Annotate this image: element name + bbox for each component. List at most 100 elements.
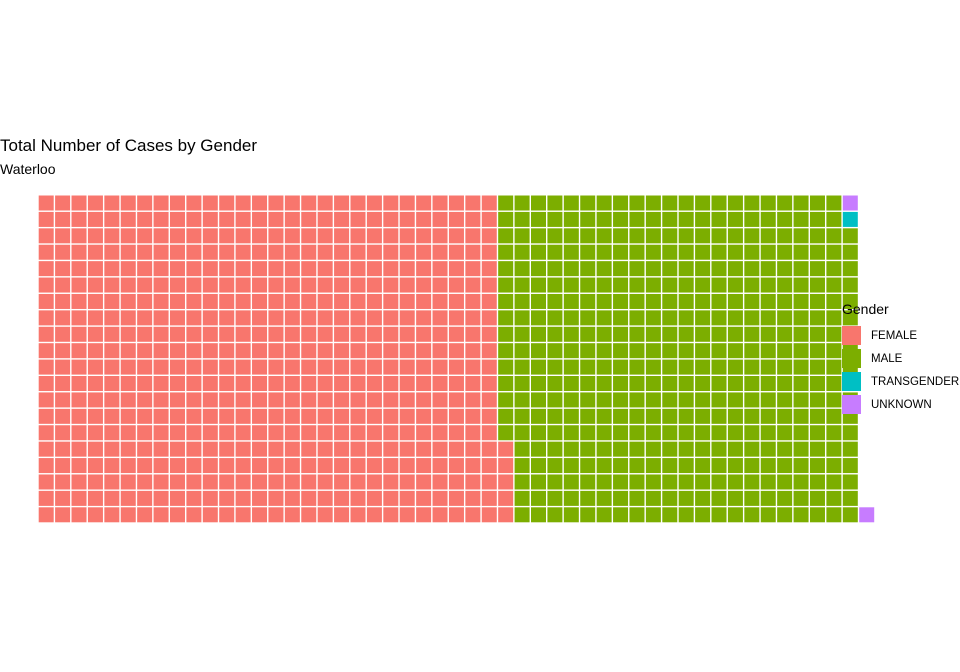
waffle-cell-male xyxy=(744,507,760,523)
waffle-cell-female xyxy=(399,228,415,244)
waffle-cell-female xyxy=(334,195,350,211)
waffle-cell-female xyxy=(252,507,268,523)
waffle-cell-male xyxy=(613,293,629,309)
waffle-cell-female xyxy=(55,293,71,309)
waffle-cell-female xyxy=(219,310,235,326)
waffle-cell-male xyxy=(514,277,530,293)
waffle-cell-male xyxy=(777,261,793,277)
chart-title: Total Number of Cases by Gender xyxy=(0,136,258,155)
waffle-cell-male xyxy=(498,244,514,260)
waffle-cell-female xyxy=(219,392,235,408)
waffle-cell-female xyxy=(202,408,218,424)
waffle-cell-female xyxy=(448,211,464,227)
waffle-cell-male xyxy=(514,425,530,441)
waffle-cell-female xyxy=(38,490,54,506)
waffle-cell-female xyxy=(350,507,366,523)
waffle-cell-female xyxy=(153,326,169,342)
legend-title: Gender xyxy=(842,301,889,317)
waffle-cell-male xyxy=(711,244,727,260)
waffle-cell-female xyxy=(416,408,432,424)
waffle-cell-female xyxy=(169,441,185,457)
waffle-cell-male xyxy=(842,277,858,293)
waffle-cell-female xyxy=(481,277,497,293)
waffle-cell-female xyxy=(219,195,235,211)
waffle-cell-female xyxy=(55,277,71,293)
waffle-cell-female xyxy=(317,195,333,211)
waffle-cell-male xyxy=(629,507,645,523)
waffle-cell-female xyxy=(366,293,382,309)
waffle-cell-male xyxy=(531,244,547,260)
waffle-cell-male xyxy=(613,392,629,408)
waffle-cell-male xyxy=(662,507,678,523)
waffle-cell-male xyxy=(645,326,661,342)
waffle-cell-female xyxy=(334,441,350,457)
waffle-cell-female xyxy=(38,211,54,227)
waffle-cell-female xyxy=(284,326,300,342)
legend-item-unknown: UNKNOWN xyxy=(842,393,959,416)
waffle-cell-female xyxy=(186,261,202,277)
waffle-cell-female xyxy=(55,441,71,457)
waffle-cell-female xyxy=(399,293,415,309)
waffle-cell-male xyxy=(809,408,825,424)
waffle-cell-male xyxy=(695,458,711,474)
waffle-cell-male xyxy=(809,277,825,293)
waffle-cell-female xyxy=(383,293,399,309)
waffle-cell-female xyxy=(38,392,54,408)
waffle-cell-female xyxy=(268,425,284,441)
waffle-cell-male xyxy=(531,261,547,277)
waffle-cell-female xyxy=(104,293,120,309)
waffle-cell-male xyxy=(744,425,760,441)
waffle-cell-male xyxy=(498,408,514,424)
waffle-cell-unknown xyxy=(859,507,875,523)
waffle-cell-female xyxy=(465,277,481,293)
waffle-cell-female xyxy=(350,474,366,490)
waffle-cell-male xyxy=(514,490,530,506)
waffle-cell-male xyxy=(793,490,809,506)
waffle-cell-female xyxy=(481,490,497,506)
waffle-cell-male xyxy=(629,441,645,457)
waffle-cell-female xyxy=(284,293,300,309)
waffle-cell-male xyxy=(563,474,579,490)
waffle-cell-male xyxy=(711,359,727,375)
waffle-cell-male xyxy=(629,261,645,277)
waffle-cell-female xyxy=(219,408,235,424)
waffle-cell-female xyxy=(465,195,481,211)
waffle-cell-male xyxy=(645,392,661,408)
waffle-cell-male xyxy=(645,490,661,506)
waffle-cell-male xyxy=(580,359,596,375)
waffle-cell-female xyxy=(55,244,71,260)
waffle-cell-female xyxy=(448,343,464,359)
waffle-cell-male xyxy=(580,408,596,424)
waffle-cell-female xyxy=(120,244,136,260)
waffle-cell-female xyxy=(219,359,235,375)
waffle-cell-male xyxy=(760,408,776,424)
waffle-cell-female xyxy=(432,376,448,392)
legend-label-female: FEMALE xyxy=(871,329,918,342)
waffle-cell-male xyxy=(744,490,760,506)
waffle-cell-unknown xyxy=(842,195,858,211)
waffle-cell-female xyxy=(71,474,87,490)
waffle-cell-female xyxy=(104,408,120,424)
waffle-cell-female xyxy=(104,376,120,392)
waffle-cell-female xyxy=(366,458,382,474)
waffle-cell-female xyxy=(55,211,71,227)
waffle-cell-male xyxy=(842,507,858,523)
waffle-cell-female xyxy=(219,441,235,457)
waffle-cell-male xyxy=(563,458,579,474)
waffle-cell-male xyxy=(613,228,629,244)
waffle-cell-female xyxy=(350,277,366,293)
waffle-cell-female xyxy=(87,408,103,424)
waffle-cell-male xyxy=(793,441,809,457)
waffle-cell-female xyxy=(268,490,284,506)
waffle-cell-female xyxy=(416,244,432,260)
waffle-cell-female xyxy=(268,277,284,293)
waffle-cell-female xyxy=(153,228,169,244)
waffle-cell-male xyxy=(662,441,678,457)
waffle-cell-female xyxy=(71,376,87,392)
waffle-cell-male xyxy=(777,277,793,293)
waffle-cell-male xyxy=(563,376,579,392)
waffle-cell-male xyxy=(711,293,727,309)
legend-item-transgender: TRANSGENDER xyxy=(842,370,959,393)
waffle-cell-female xyxy=(120,441,136,457)
waffle-cell-male xyxy=(629,277,645,293)
